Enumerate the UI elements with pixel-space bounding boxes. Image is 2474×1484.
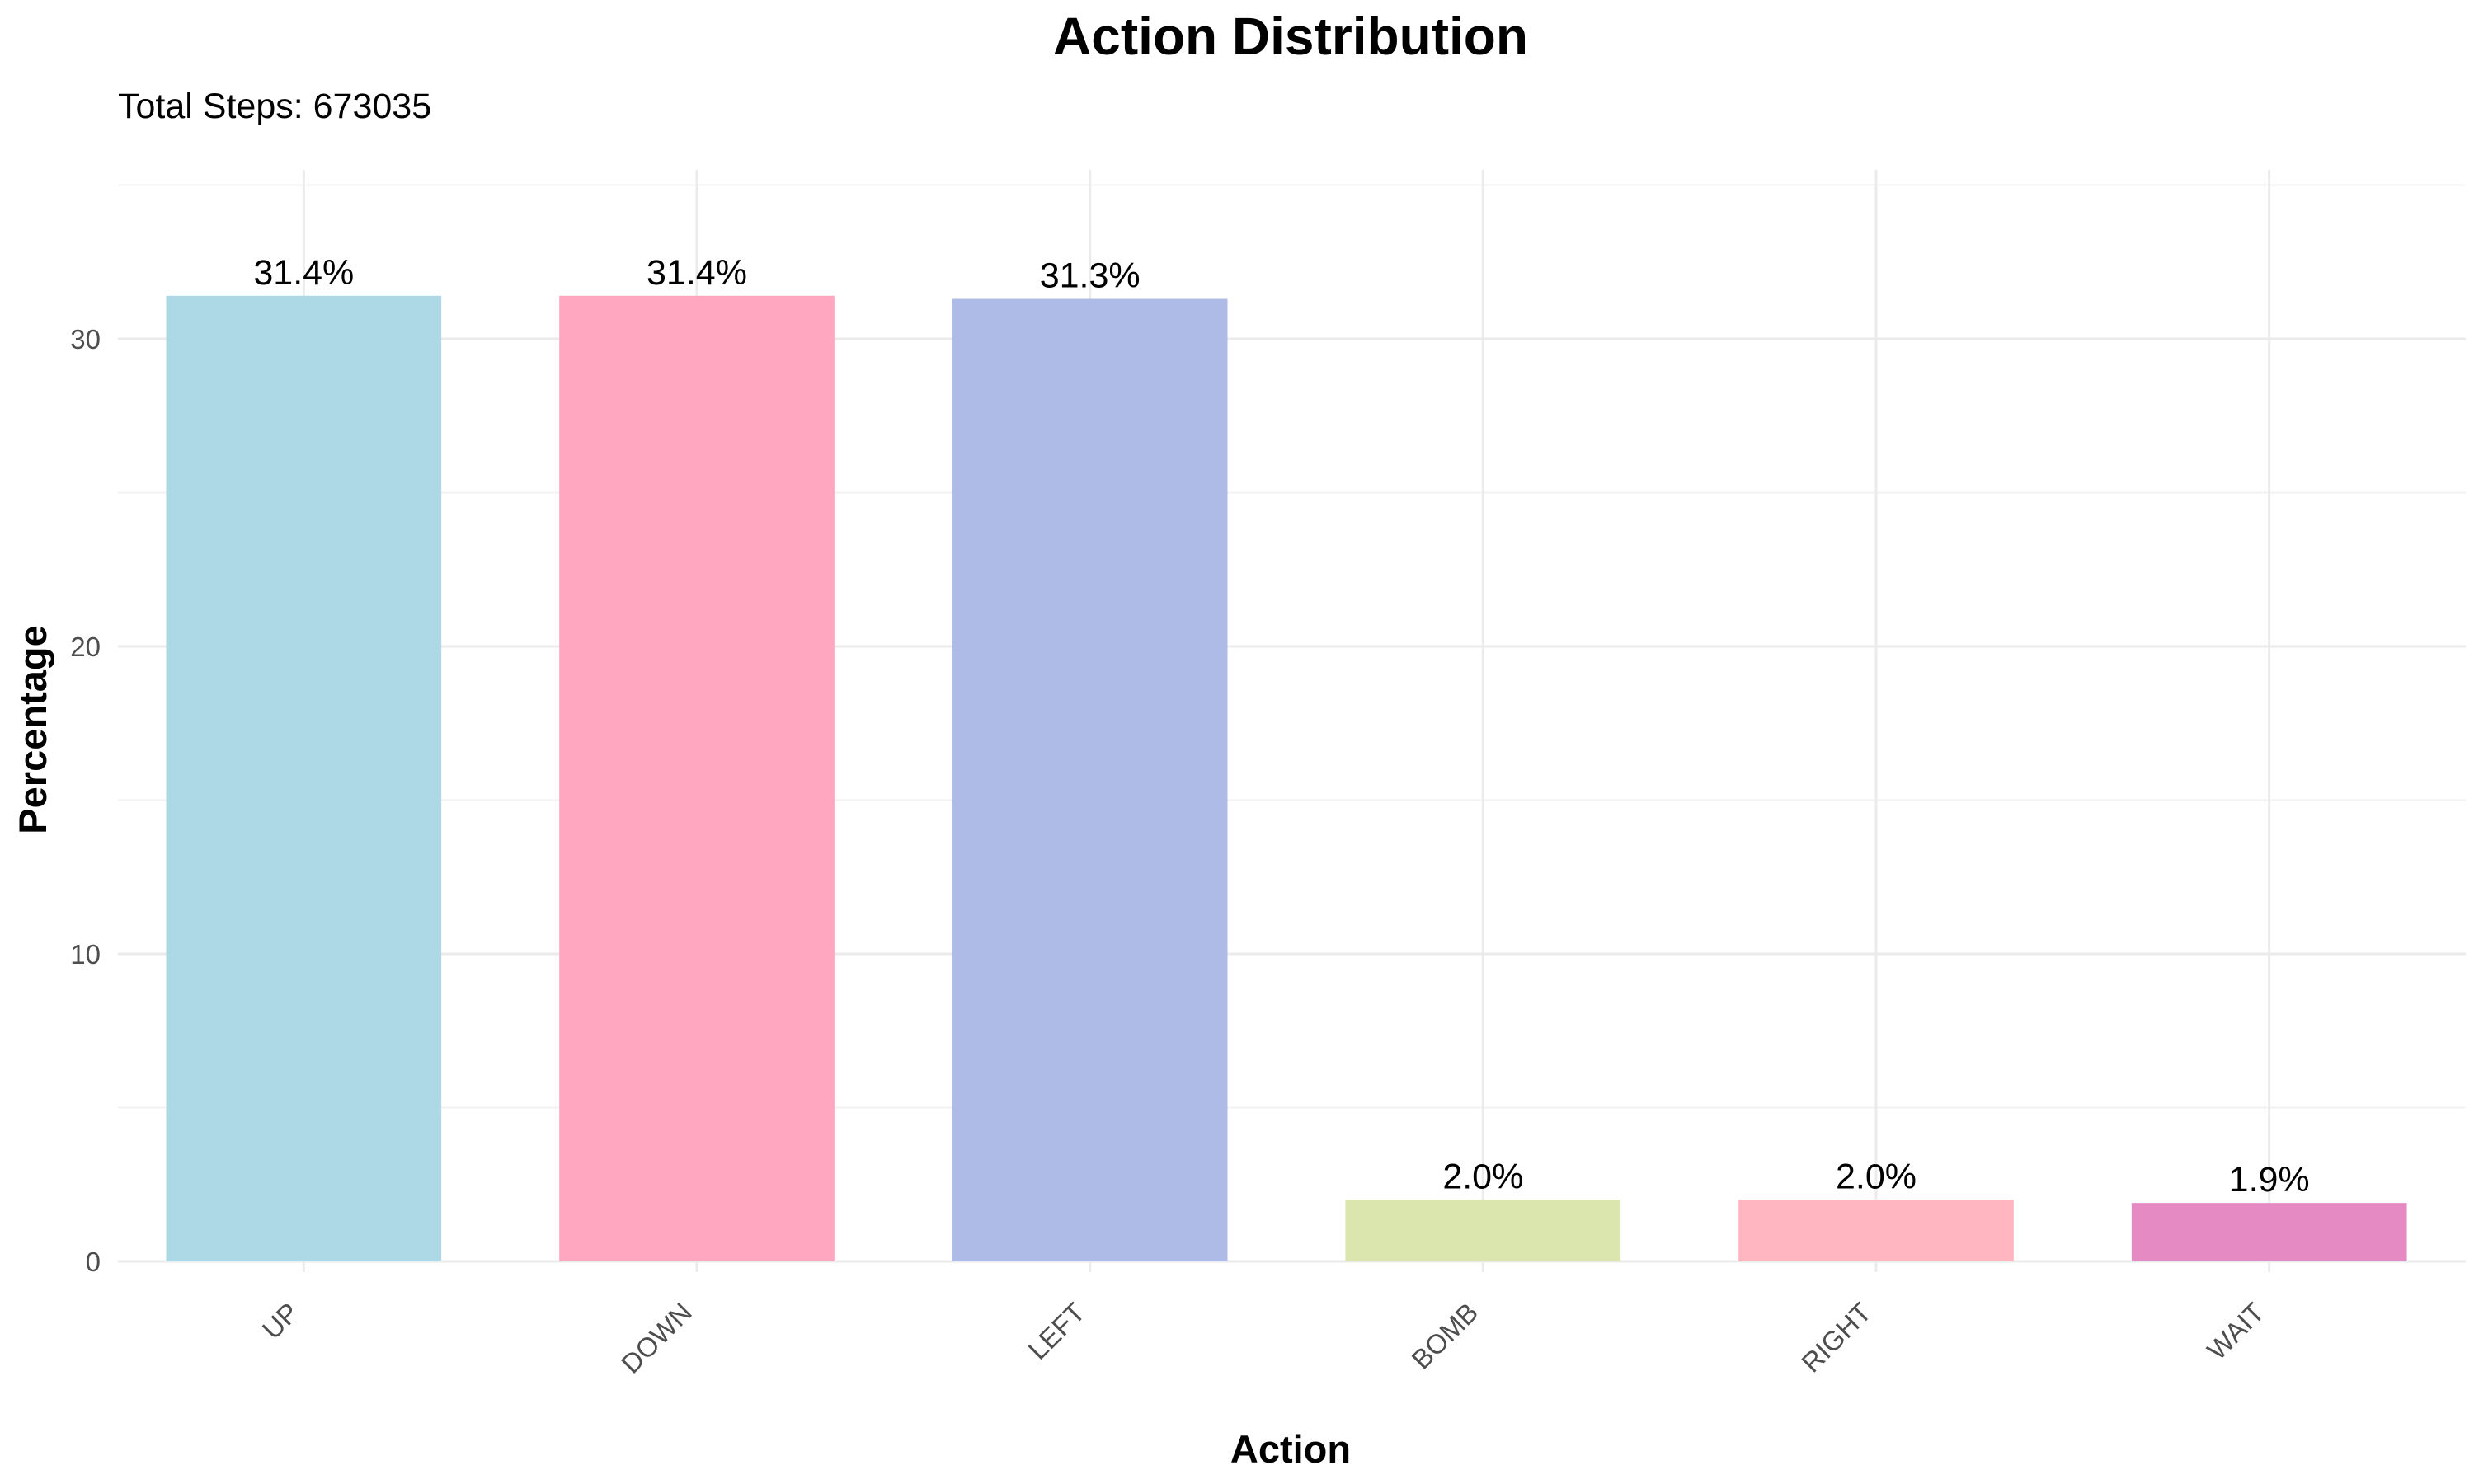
x-tick-label-left: LEFT xyxy=(1022,1297,1090,1365)
y-tick-label: 30 xyxy=(70,324,101,355)
bar-bomb xyxy=(1345,1200,1621,1261)
value-label-left: 31.3% xyxy=(1040,256,1141,296)
bar-right xyxy=(1738,1200,2014,1261)
bar-wait xyxy=(2131,1203,2407,1261)
x-axis-title: Action xyxy=(1230,1427,1351,1471)
x-tick-label-up: UP xyxy=(256,1297,305,1345)
grid xyxy=(118,169,2466,1272)
value-label-down: 31.4% xyxy=(647,253,747,293)
bar-up xyxy=(166,295,442,1261)
value-label-up: 31.4% xyxy=(253,253,354,293)
x-tick-label-right: RIGHT xyxy=(1795,1297,1877,1378)
x-axis-ticks: UP DOWN LEFT BOMB RIGHT WAIT xyxy=(256,1297,2270,1379)
y-tick-label: 0 xyxy=(86,1247,101,1277)
chart-title: Action Distribution xyxy=(1053,7,1528,66)
value-label-right: 2.0% xyxy=(1836,1157,1917,1196)
bar-down xyxy=(559,295,835,1261)
value-label-bomb: 2.0% xyxy=(1442,1157,1523,1196)
y-axis-ticks: 0 10 20 30 xyxy=(70,324,101,1277)
value-label-wait: 1.9% xyxy=(2229,1160,2310,1200)
x-tick-label-bomb: BOMB xyxy=(1405,1297,1484,1375)
bars xyxy=(166,295,2407,1261)
data-labels: 31.4% 31.4% 31.3% 2.0% 2.0% 1.9% xyxy=(253,253,2309,1200)
y-tick-label: 20 xyxy=(70,632,101,662)
y-tick-label: 10 xyxy=(70,939,101,970)
y-axis-title: Percentage xyxy=(11,625,54,834)
x-tick-label-wait: WAIT xyxy=(2201,1297,2270,1366)
bar-left xyxy=(952,298,1228,1261)
x-tick-label-down: DOWN xyxy=(615,1297,698,1379)
chart-subtitle: Total Steps: 673035 xyxy=(118,87,431,126)
